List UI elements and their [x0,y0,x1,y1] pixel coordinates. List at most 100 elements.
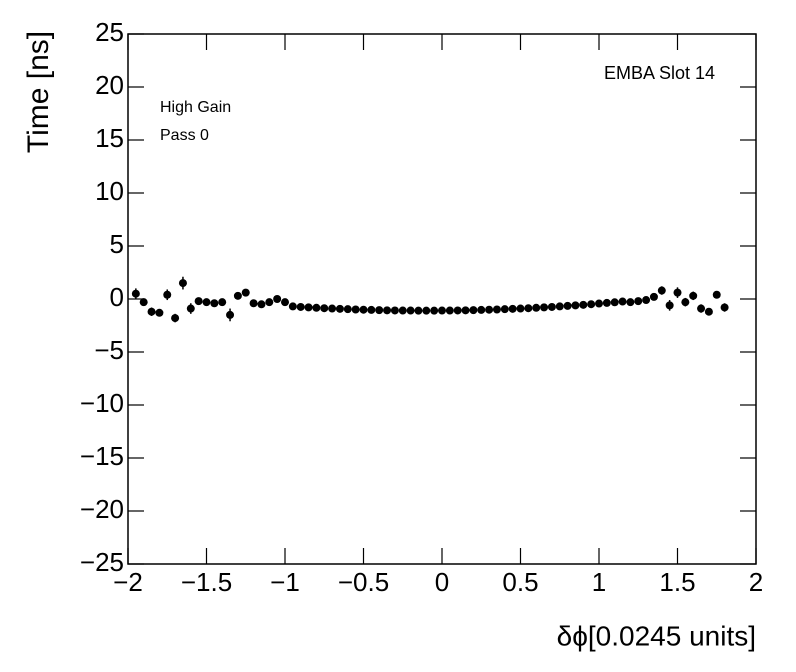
y-tick-label: −5 [94,335,124,365]
x-tick-label: −1 [270,567,300,597]
data-point [296,302,305,311]
data-point [657,286,666,295]
y-tick-label: −20 [80,494,124,524]
x-axis-label: δϕ[0.0245 units] [557,620,756,651]
data-point [492,305,501,314]
data-point [500,305,509,314]
data-point [304,303,313,312]
data-point [642,296,651,305]
data-point [547,302,556,311]
y-tick-label: 0 [110,282,124,312]
data-point [398,306,407,315]
data-point [147,307,156,316]
data-point [438,306,446,315]
data-point [516,304,525,313]
data-point [602,298,611,307]
data-point [343,305,352,314]
data-point [163,290,172,299]
data-point [665,301,674,310]
data-point [532,303,541,312]
annotation: Pass 0 [160,127,209,144]
annotation: EMBA Slot 14 [604,63,715,83]
data-point [351,305,360,314]
data-point [634,297,643,306]
data-point [320,304,329,313]
y-tick-label: 15 [95,123,124,153]
x-tick-label: 0 [435,567,449,597]
data-point [226,310,235,319]
data-point [359,305,368,314]
y-tick-label: 5 [110,229,124,259]
data-point [249,299,258,308]
data-point [563,301,572,310]
data-point [453,306,462,315]
data-point [555,302,564,311]
data-point [477,305,486,314]
data-point [218,298,227,307]
data-point [697,304,706,313]
data-point [430,306,439,315]
data-point [131,289,140,298]
data-point [689,291,698,300]
x-tick-label: −1.5 [181,567,232,597]
x-tick-label: 1 [592,567,606,597]
data-point [508,304,517,313]
data-point [712,290,721,299]
data-point [312,303,321,312]
data-point [720,303,729,312]
data-point [202,298,211,307]
data-point [367,305,376,314]
data-point [673,288,682,297]
x-tick-label: 2 [749,567,763,597]
y-tick-label: 10 [95,176,124,206]
data-point [618,297,627,306]
data-point [681,298,690,307]
data-point [469,306,478,315]
data-point [595,299,603,308]
data-point [241,288,250,297]
x-tick-label: 1.5 [659,567,695,597]
data-point [375,306,384,315]
y-tick-label: −10 [80,388,124,418]
data-point [390,306,399,315]
data-point [540,303,549,312]
y-tick-label: 25 [95,17,124,47]
y-axis-label: Time [ns] [22,31,55,153]
data-point [445,306,454,315]
data-point [649,292,658,301]
data-point [383,306,392,315]
data-point [485,305,494,314]
data-point [155,308,164,317]
x-tick-label: 0.5 [502,567,538,597]
data-point [335,304,344,313]
x-tick-label: −2 [113,567,143,597]
data-point [210,299,219,308]
data-point [571,301,580,310]
annotation: High Gain [160,99,231,116]
y-tick-label: −15 [80,441,124,471]
data-point [461,306,470,315]
data-point [273,295,282,303]
data-point [524,304,533,313]
data-point [171,314,180,323]
data-point [265,298,274,307]
y-tick-label: 20 [95,70,124,100]
data-point [257,300,266,309]
data-point [704,307,713,316]
data-point [587,300,596,309]
data-point [186,304,195,313]
data-point [288,302,297,311]
data-point [626,298,635,307]
data-point [178,279,187,288]
x-tick-label: −0.5 [338,567,389,597]
data-point [422,306,431,315]
data-point [233,291,242,300]
data-point [328,304,337,313]
data-point [579,300,588,309]
data-point [414,306,423,315]
data-point [406,306,415,315]
data-point [610,298,619,307]
y-tick-label: −25 [80,547,124,577]
